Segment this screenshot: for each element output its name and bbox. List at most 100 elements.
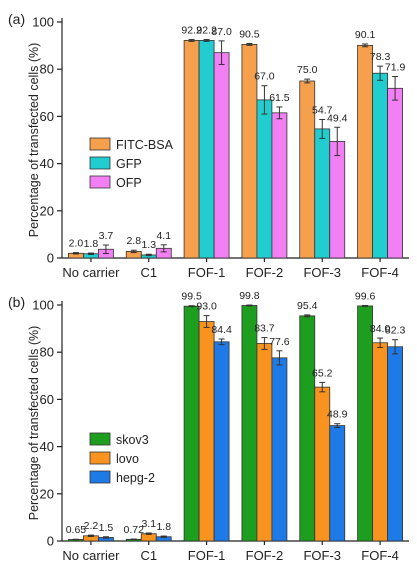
data-label: 48.9: [327, 409, 348, 421]
x-tick-label: FOF-1: [188, 548, 226, 563]
data-label: 65.2: [312, 367, 333, 379]
bar: [299, 315, 316, 542]
y-tick-label: 100: [32, 15, 54, 30]
legend-label: GFP: [116, 157, 142, 171]
y-axis-label: Percentage of transfected cells (%): [27, 43, 41, 238]
data-label: 87.0: [211, 26, 232, 38]
legend-label: lovo: [116, 452, 139, 466]
chart-panel-b: 0 20 40 60 80 100 Percentage of transfected ce…: [8, 290, 409, 563]
data-label: 0.65: [66, 524, 87, 536]
data-label: 2.8: [126, 235, 141, 247]
panel-label: (b): [8, 294, 25, 310]
bar: [198, 321, 215, 542]
data-label: 3.7: [99, 230, 114, 242]
y-axis-label: Percentage of transfected cells (%): [27, 326, 41, 521]
panel-label: (a): [8, 11, 25, 27]
bar: [213, 341, 230, 542]
bar: [387, 346, 403, 542]
bar: [314, 128, 331, 259]
x-tick-label: FOF-3: [303, 265, 341, 280]
data-label: 90.5: [239, 28, 260, 40]
data-label: 84.4: [211, 324, 232, 336]
y-tick-label: 0: [47, 251, 54, 266]
x-tick-label: FOF-4: [361, 548, 399, 563]
data-label: 54.7: [312, 104, 333, 116]
y-tick-label: 20: [40, 203, 54, 218]
data-label: 71.9: [385, 62, 406, 74]
legend-label: OFP: [116, 176, 142, 190]
legend-swatch: [89, 451, 111, 465]
bar: [329, 141, 346, 259]
x-tick-label: FOF-1: [188, 265, 226, 280]
legend-swatch: [89, 470, 111, 484]
data-label: 1.5: [99, 522, 114, 534]
data-label: 93.0: [196, 301, 217, 313]
bar: [213, 52, 230, 259]
bar: [183, 40, 200, 259]
y-tick-label: 40: [40, 439, 54, 454]
legend-label: hepg-2: [116, 471, 155, 485]
data-label: 1.3: [141, 239, 156, 251]
y-tick-label: 80: [40, 345, 54, 360]
x-tick-label: No carrier: [62, 548, 120, 563]
legend-label: skov3: [116, 433, 149, 447]
y-tick-label: 20: [40, 486, 54, 501]
data-label: 2.0: [69, 238, 84, 250]
bar: [241, 305, 258, 542]
data-label: 78.3: [370, 51, 391, 63]
x-tick-label: C1: [140, 548, 157, 563]
bar: [271, 112, 288, 259]
data-label: 84.0: [370, 323, 391, 335]
data-label: 82.3: [385, 325, 406, 337]
data-label: 90.1: [355, 29, 376, 41]
data-label: 67.0: [254, 71, 275, 83]
legend-label: FITC-BSA: [116, 138, 174, 152]
bar: [271, 357, 288, 542]
y-tick-label: 60: [40, 392, 54, 407]
data-label: 61.5: [269, 92, 290, 104]
x-tick-label: FOF-3: [303, 548, 341, 563]
bar: [256, 343, 273, 542]
data-label: 2.2: [84, 520, 99, 532]
data-label: 1.8: [156, 521, 171, 533]
data-label: 77.6: [269, 336, 290, 348]
data-label: 99.8: [239, 290, 260, 302]
data-label: 99.6: [355, 290, 376, 302]
legend-swatch: [89, 137, 111, 151]
y-tick-label: 0: [47, 534, 54, 549]
legend-swatch: [89, 156, 111, 170]
bar: [198, 40, 215, 259]
data-label: 92.2: [196, 24, 217, 36]
data-label: 3.1: [141, 518, 156, 530]
bar: [372, 72, 388, 259]
bar: [329, 425, 346, 542]
data-label: 1.8: [84, 238, 99, 250]
data-label: 4.1: [156, 230, 171, 242]
data-label: 92.2: [181, 24, 202, 36]
bar: [357, 44, 373, 259]
bar: [183, 305, 200, 542]
chart-panel-a: 0 20 40 60 80 100 Percentage of transfected ce…: [8, 11, 409, 280]
data-label: 0.72: [124, 524, 145, 536]
y-tick-label: 40: [40, 156, 54, 171]
x-tick-label: No carrier: [62, 265, 120, 280]
bar: [387, 87, 403, 259]
x-tick-label: FOF-4: [361, 265, 399, 280]
data-label: 49.4: [327, 112, 348, 124]
bar: [357, 305, 373, 542]
bar: [372, 342, 388, 542]
y-tick-label: 60: [40, 109, 54, 124]
x-tick-label: FOF-2: [246, 265, 284, 280]
legend-swatch: [89, 175, 111, 189]
legend-swatch: [89, 432, 111, 446]
bar: [256, 99, 273, 259]
x-tick-label: C1: [140, 265, 157, 280]
data-label: 99.5: [181, 291, 202, 303]
data-label: 75.0: [297, 64, 318, 76]
data-label: 95.4: [297, 300, 318, 312]
y-tick-label: 100: [32, 298, 54, 313]
x-tick-label: FOF-2: [246, 548, 284, 563]
data-label: 83.7: [254, 323, 275, 335]
y-tick-label: 80: [40, 62, 54, 77]
